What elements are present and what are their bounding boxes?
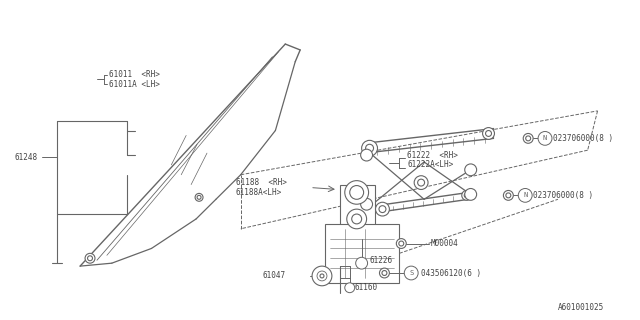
- Circle shape: [361, 198, 372, 210]
- Text: 61248: 61248: [15, 153, 38, 162]
- Text: 61011  <RH>: 61011 <RH>: [109, 70, 160, 79]
- Circle shape: [538, 132, 552, 145]
- Text: 023706000(8 ): 023706000(8 ): [553, 134, 613, 143]
- Text: 61047: 61047: [262, 271, 285, 280]
- Text: 61011A <LH>: 61011A <LH>: [109, 80, 160, 89]
- Circle shape: [320, 274, 324, 278]
- Circle shape: [414, 176, 428, 189]
- Circle shape: [356, 257, 367, 269]
- Text: 61226: 61226: [369, 256, 393, 265]
- Circle shape: [362, 140, 378, 156]
- Circle shape: [347, 209, 367, 229]
- Circle shape: [396, 239, 406, 248]
- Circle shape: [465, 164, 477, 176]
- Circle shape: [524, 133, 533, 143]
- Circle shape: [525, 136, 531, 141]
- Circle shape: [349, 186, 364, 199]
- Text: S: S: [409, 270, 413, 276]
- Circle shape: [312, 266, 332, 286]
- Text: 61222A<LH>: 61222A<LH>: [407, 160, 454, 169]
- Circle shape: [345, 283, 355, 293]
- Circle shape: [506, 193, 511, 198]
- Circle shape: [464, 193, 469, 198]
- Circle shape: [317, 271, 327, 281]
- Text: M00004: M00004: [431, 239, 459, 248]
- Text: 023706000(8 ): 023706000(8 ): [533, 191, 593, 200]
- Circle shape: [461, 190, 472, 200]
- Circle shape: [504, 190, 513, 200]
- Circle shape: [197, 196, 201, 199]
- Circle shape: [85, 253, 95, 263]
- Circle shape: [352, 214, 362, 224]
- Circle shape: [418, 179, 424, 186]
- Text: 043506120(6 ): 043506120(6 ): [421, 268, 481, 277]
- Circle shape: [379, 206, 386, 212]
- Circle shape: [465, 188, 477, 200]
- Circle shape: [518, 188, 532, 202]
- Text: 61188  <RH>: 61188 <RH>: [236, 178, 287, 187]
- Circle shape: [345, 180, 369, 204]
- Circle shape: [376, 202, 389, 216]
- Circle shape: [486, 131, 492, 136]
- Text: N: N: [523, 192, 527, 198]
- Text: 61188A<LH>: 61188A<LH>: [236, 188, 282, 197]
- Circle shape: [483, 128, 495, 140]
- Circle shape: [382, 270, 387, 276]
- Bar: [325, 224, 399, 283]
- Circle shape: [399, 241, 404, 246]
- Text: N: N: [543, 135, 547, 141]
- Circle shape: [88, 256, 93, 261]
- Circle shape: [361, 149, 372, 161]
- Circle shape: [365, 144, 374, 152]
- Circle shape: [380, 268, 389, 278]
- Text: 61160: 61160: [355, 283, 378, 292]
- Circle shape: [195, 193, 203, 201]
- Text: 61222  <RH>: 61222 <RH>: [407, 151, 458, 160]
- Text: A601001025: A601001025: [558, 303, 604, 312]
- Bar: [340, 185, 374, 229]
- Circle shape: [404, 266, 418, 280]
